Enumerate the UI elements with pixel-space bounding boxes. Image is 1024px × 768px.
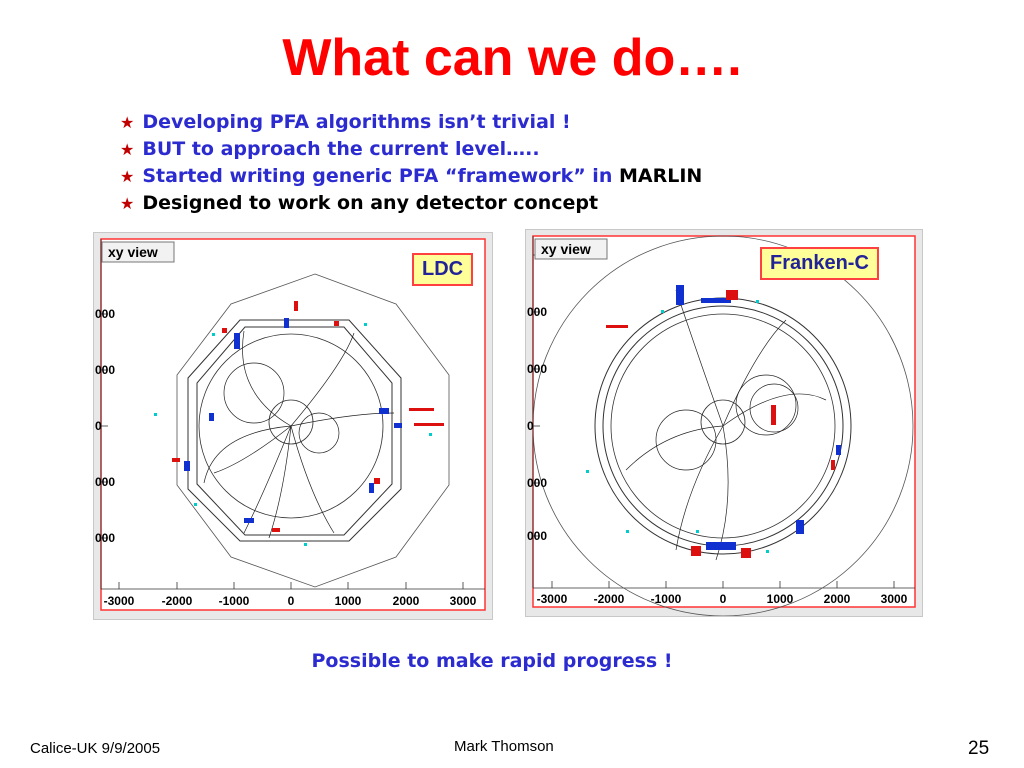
bullet-item: ★ Developing PFA algorithms isn’t trivial… xyxy=(120,111,571,133)
y-tick-label: 000 xyxy=(527,305,547,319)
x-tick-label: -3000 xyxy=(537,592,568,606)
x-tick-label: 3000 xyxy=(881,592,908,606)
x-tick-label: 3000 xyxy=(450,594,477,608)
y-tick-label: 000 xyxy=(95,531,115,545)
star-bullet-icon: ★ xyxy=(120,140,135,159)
page-number: 25 xyxy=(968,738,990,759)
x-tick-label: 2000 xyxy=(393,594,420,608)
x-tick-label: -3000 xyxy=(104,594,135,608)
y-tick-label: 0 xyxy=(527,419,534,433)
star-bullet-icon: ★ xyxy=(120,194,135,213)
y-tick-label: 000 xyxy=(95,307,115,321)
x-tick-label: 0 xyxy=(720,592,727,606)
footer-left: Calice-UK 9/9/2005 xyxy=(30,740,161,757)
footer-author: Mark Thomson xyxy=(454,738,554,755)
y-tick-label: 000 xyxy=(95,475,115,489)
x-tick-label: -1000 xyxy=(219,594,250,608)
bullet-item: ★ Started writing generic PFA “framework”… xyxy=(120,165,703,187)
x-tick-label: 0 xyxy=(288,594,295,608)
x-tick-label: -2000 xyxy=(594,592,625,606)
y-tick-label: 000 xyxy=(527,476,547,490)
franken-c-event-display: xy view -3000 xyxy=(525,229,923,617)
view-label: xy view xyxy=(541,241,591,257)
x-tick-label: 2000 xyxy=(824,592,851,606)
x-tick-label: -1000 xyxy=(651,592,682,606)
bullet-item: ★ BUT to approach the current level….. xyxy=(120,138,540,160)
ldc-event-display: xy view xyxy=(93,232,493,620)
bullet-list: ★ Developing PFA algorithms isn’t trivial… xyxy=(120,111,702,219)
bullet-item: ★ Designed to work on any detector concep… xyxy=(120,192,599,214)
y-tick-label: 0 xyxy=(95,419,102,433)
x-tick-label: 1000 xyxy=(767,592,794,606)
star-bullet-icon: ★ xyxy=(120,113,135,132)
slide-title: What can we do…. xyxy=(282,29,742,87)
x-tick-label: -2000 xyxy=(162,594,193,608)
y-tick-label: 000 xyxy=(527,529,547,543)
y-tick-label: 000 xyxy=(95,363,115,377)
y-tick-label: 000 xyxy=(527,362,547,376)
star-bullet-icon: ★ xyxy=(120,167,135,186)
view-label: xy view xyxy=(108,244,158,260)
detector-tag-ldc: LDC xyxy=(412,253,474,286)
detector-tag-franken-c: Franken-C xyxy=(760,247,879,280)
x-tick-label: 1000 xyxy=(335,594,362,608)
conclusion-text: Possible to make rapid progress ! xyxy=(311,650,673,672)
